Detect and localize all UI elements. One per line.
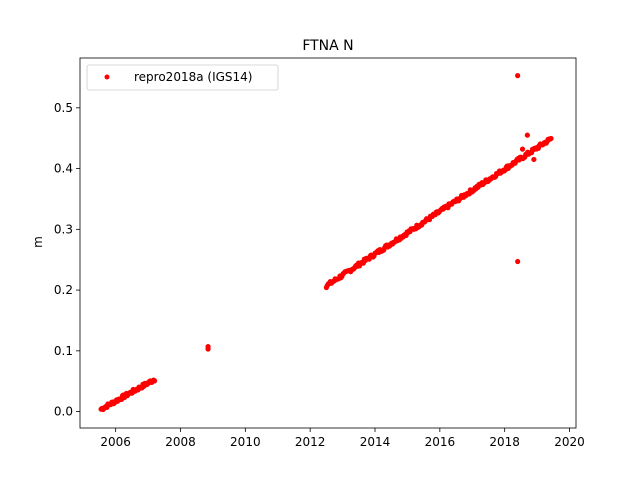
x-tick-label: 2014 <box>360 435 391 449</box>
data-point <box>515 258 521 265</box>
x-tick-label: 2016 <box>425 435 456 449</box>
legend-marker <box>104 74 110 80</box>
x-tick-label: 2020 <box>554 435 585 449</box>
x-axis-ticks: 2006 2008 2010 2012 2014 2016 2018 2020 <box>100 428 585 449</box>
data-point <box>519 146 526 152</box>
y-tick-label: 0.2 <box>54 283 73 297</box>
x-tick-label: 2010 <box>230 435 261 449</box>
plot-points <box>98 73 554 413</box>
y-axis-ticks: 0.0 0.1 0.2 0.3 0.4 0.5 <box>54 101 80 419</box>
y-axis-label: m <box>31 236 45 248</box>
data-point <box>515 73 521 79</box>
legend-box <box>86 64 279 91</box>
y-tick-label: 0.0 <box>54 405 73 419</box>
y-tick-label: 0.1 <box>54 344 73 358</box>
chart-title: FTNA N <box>302 38 353 54</box>
x-tick-label: 2012 <box>295 435 326 449</box>
x-tick-label: 2008 <box>165 435 196 449</box>
data-point <box>151 378 158 384</box>
data-point <box>548 135 554 142</box>
x-tick-label: 2018 <box>489 435 520 449</box>
legend: repro2018a (IGS14) <box>86 64 279 91</box>
y-tick-label: 0.5 <box>54 101 73 115</box>
data-point <box>205 346 211 352</box>
plot-frame <box>79 57 577 429</box>
legend-label: repro2018a (IGS14) <box>134 70 252 84</box>
y-tick-label: 0.4 <box>54 162 73 176</box>
x-tick-label: 2006 <box>100 435 131 449</box>
y-tick-label: 0.3 <box>54 222 73 236</box>
data-point <box>524 132 530 138</box>
data-point <box>531 156 537 163</box>
